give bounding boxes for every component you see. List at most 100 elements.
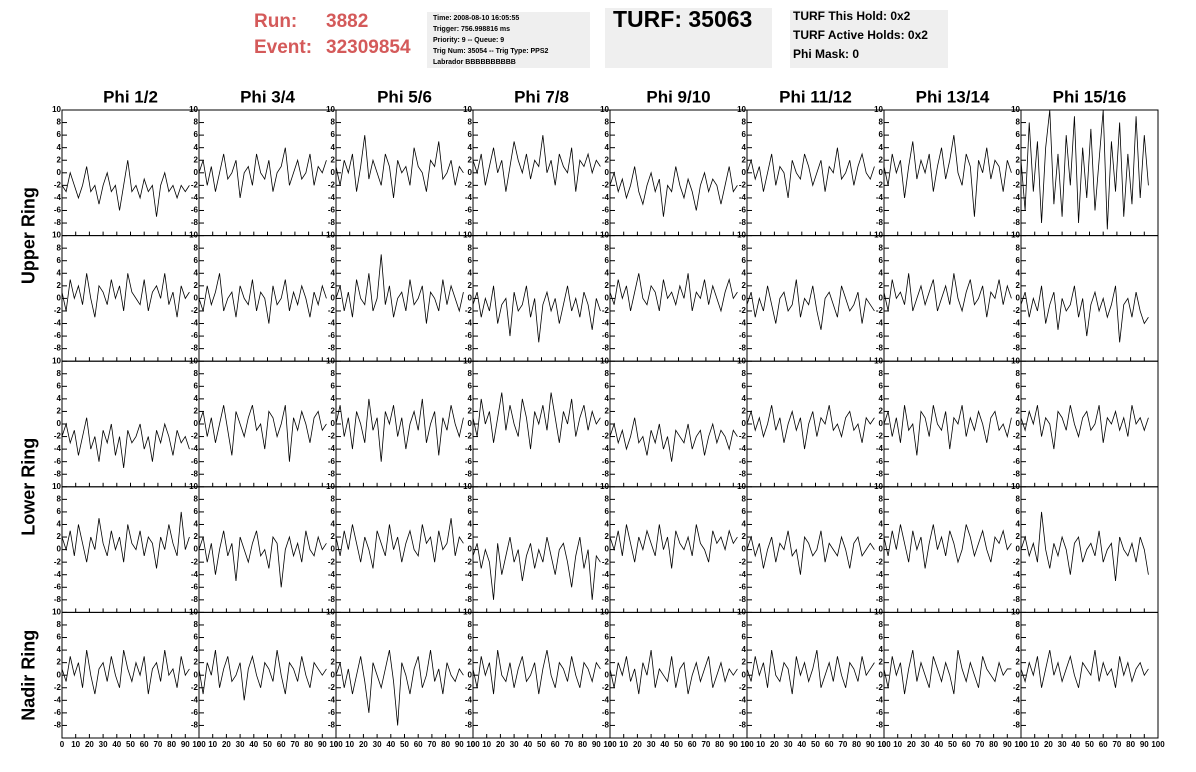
column-title: Phi 5/6 bbox=[377, 87, 432, 106]
column-title: Phi 7/8 bbox=[514, 87, 569, 106]
y-tick-label: -6 bbox=[739, 331, 747, 340]
y-tick-label: -8 bbox=[876, 721, 884, 730]
x-tick-label: 70 bbox=[564, 740, 573, 749]
y-tick-label: -6 bbox=[1013, 457, 1021, 466]
panel-frame bbox=[61, 360, 200, 488]
y-tick-label: 6 bbox=[194, 507, 199, 516]
y-tick-label: 10 bbox=[189, 356, 198, 365]
y-tick-label: 4 bbox=[1016, 143, 1021, 152]
y-tick-label: 0 bbox=[1016, 168, 1021, 177]
x-tick-label: 90 bbox=[455, 740, 464, 749]
panel-frame bbox=[609, 109, 748, 237]
y-tick-label: 4 bbox=[331, 645, 336, 654]
x-tick-label: 10 bbox=[893, 740, 902, 749]
x-tick-label: 70 bbox=[427, 740, 436, 749]
y-tick-label: -8 bbox=[876, 469, 884, 478]
y-tick-label: 0 bbox=[194, 545, 199, 554]
y-tick-label: 4 bbox=[605, 645, 610, 654]
y-tick-label: 4 bbox=[57, 520, 62, 529]
y-tick-label: 8 bbox=[742, 494, 747, 503]
y-tick-label: -6 bbox=[54, 457, 62, 466]
y-tick-label: -6 bbox=[739, 457, 747, 466]
panel-frame bbox=[883, 486, 1022, 613]
y-tick-label: 6 bbox=[57, 130, 62, 139]
y-tick-label: -4 bbox=[191, 193, 199, 202]
x-tick-label: 60 bbox=[414, 740, 423, 749]
hold-line: Phi Mask: 0 bbox=[793, 47, 859, 61]
y-tick-label: -8 bbox=[1013, 595, 1021, 604]
ring-label: Upper Ring bbox=[19, 187, 39, 284]
y-tick-label: 8 bbox=[742, 118, 747, 127]
y-tick-label: 8 bbox=[468, 494, 473, 503]
y-tick-label: 4 bbox=[742, 394, 747, 403]
y-tick-label: 6 bbox=[742, 130, 747, 139]
y-tick-label: 2 bbox=[194, 658, 199, 667]
y-tick-label: -6 bbox=[465, 331, 473, 340]
y-tick-label: 4 bbox=[1016, 520, 1021, 529]
y-tick-label: -2 bbox=[465, 557, 473, 566]
x-tick-label: 10 bbox=[208, 740, 217, 749]
x-tick-label: 50 bbox=[126, 740, 135, 749]
y-tick-label: 8 bbox=[605, 369, 610, 378]
y-tick-label: -6 bbox=[191, 331, 199, 340]
x-tick-label: 80 bbox=[441, 740, 450, 749]
y-tick-label: -6 bbox=[191, 708, 199, 717]
y-tick-label: 6 bbox=[742, 633, 747, 642]
y-tick-label: -4 bbox=[602, 193, 610, 202]
x-tick-label: 40 bbox=[934, 740, 943, 749]
y-tick-label: 10 bbox=[1011, 231, 1020, 240]
y-tick-label: 8 bbox=[879, 369, 884, 378]
y-tick-label: 0 bbox=[57, 419, 62, 428]
trace bbox=[61, 160, 190, 217]
y-tick-label: 0 bbox=[468, 670, 473, 679]
y-tick-label: -8 bbox=[602, 595, 610, 604]
x-tick-label: 100 bbox=[329, 740, 343, 749]
y-tick-label: 10 bbox=[874, 608, 883, 617]
x-tick-label: 50 bbox=[400, 740, 409, 749]
y-tick-label: -8 bbox=[191, 595, 199, 604]
y-tick-label: 8 bbox=[605, 620, 610, 629]
panel-frame bbox=[335, 235, 474, 362]
hold-line: TURF Active Holds: 0x2 bbox=[793, 28, 928, 42]
y-tick-label: -8 bbox=[876, 595, 884, 604]
x-tick-label: 10 bbox=[619, 740, 628, 749]
y-tick-label: 0 bbox=[1016, 419, 1021, 428]
x-tick-label: 20 bbox=[222, 740, 231, 749]
y-tick-label: -2 bbox=[739, 432, 747, 441]
y-tick-label: -6 bbox=[602, 331, 610, 340]
y-tick-label: -4 bbox=[191, 444, 199, 453]
y-tick-label: 8 bbox=[331, 118, 336, 127]
trace bbox=[472, 392, 601, 450]
y-tick-label: -2 bbox=[191, 432, 199, 441]
trace bbox=[746, 405, 875, 450]
y-tick-label: 8 bbox=[879, 243, 884, 252]
hold-line: TURF This Hold: 0x2 bbox=[793, 9, 911, 23]
panel-frame bbox=[335, 360, 474, 488]
y-tick-label: 10 bbox=[326, 105, 335, 114]
y-tick-label: -2 bbox=[739, 683, 747, 692]
y-tick-label: -2 bbox=[191, 180, 199, 189]
y-tick-label: 2 bbox=[57, 532, 62, 541]
trace bbox=[335, 135, 464, 198]
trace bbox=[609, 417, 738, 462]
y-tick-label: 4 bbox=[879, 143, 884, 152]
panel-frame bbox=[883, 360, 1022, 488]
y-tick-label: 10 bbox=[326, 482, 335, 491]
y-tick-label: -8 bbox=[739, 595, 747, 604]
panel-grid: Phi 1/2 Phi 3/4 Phi 5/6 Phi 7/8 Phi 9/10 Phi … bbox=[19, 87, 1165, 749]
y-tick-label: -8 bbox=[465, 721, 473, 730]
panel-frame bbox=[609, 360, 748, 488]
y-tick-label: 2 bbox=[57, 658, 62, 667]
y-tick-label: -6 bbox=[54, 331, 62, 340]
x-tick-label: 70 bbox=[153, 740, 162, 749]
y-tick-label: -2 bbox=[1013, 180, 1021, 189]
panel-frame bbox=[198, 611, 337, 739]
y-tick-label: -6 bbox=[1013, 708, 1021, 717]
y-tick-label: 6 bbox=[879, 256, 884, 265]
y-tick-label: 8 bbox=[331, 620, 336, 629]
y-tick-label: 10 bbox=[600, 105, 609, 114]
y-tick-label: 0 bbox=[468, 168, 473, 177]
y-tick-label: -6 bbox=[465, 582, 473, 591]
y-tick-label: -4 bbox=[191, 695, 199, 704]
